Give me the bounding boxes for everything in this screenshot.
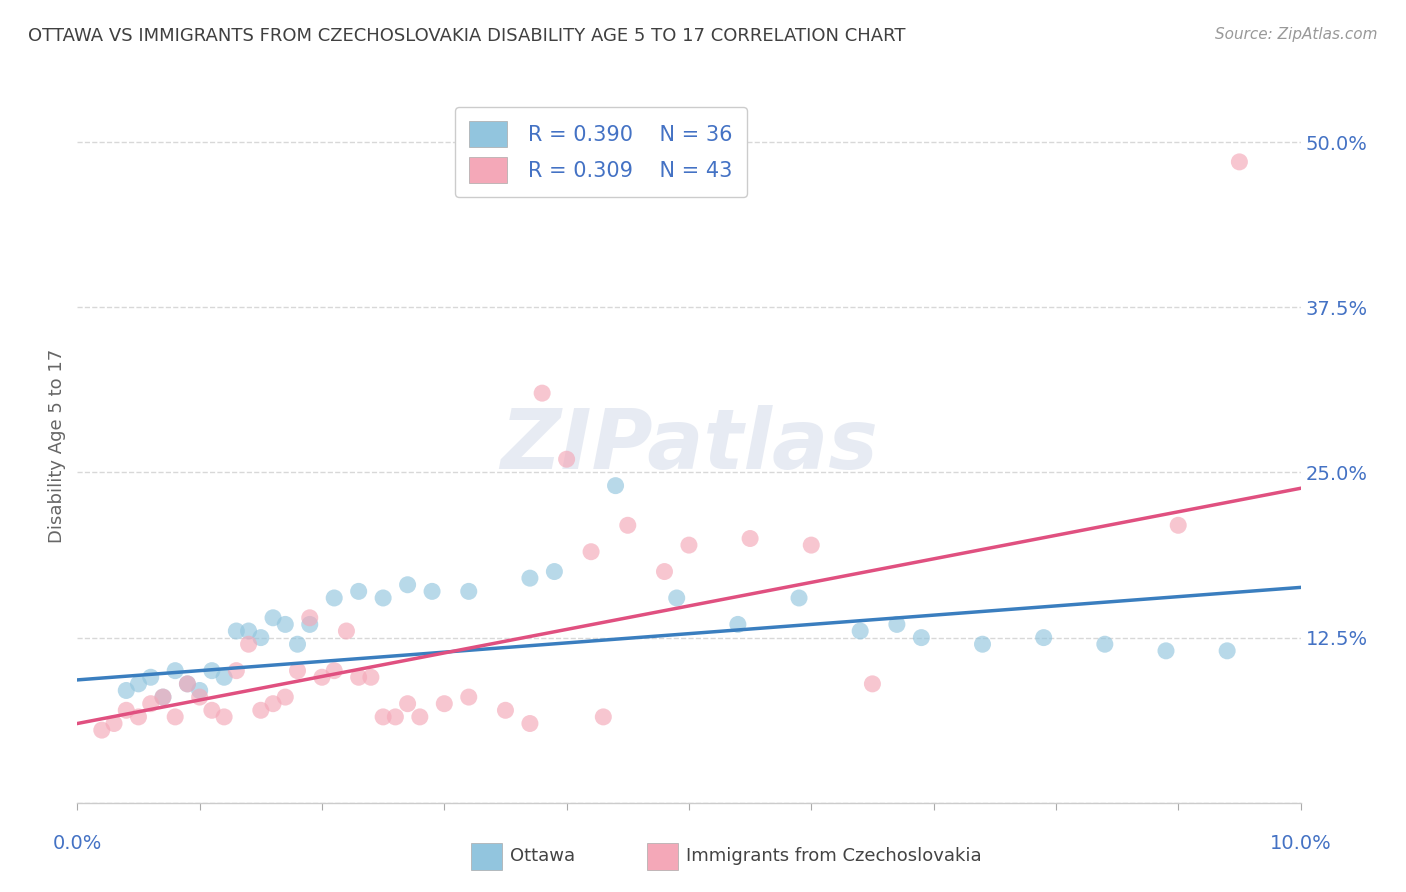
Legend: R = 0.390    N = 36, R = 0.309    N = 43: R = 0.390 N = 36, R = 0.309 N = 43	[454, 107, 747, 197]
Point	[262, 611, 284, 625]
Point	[347, 670, 370, 684]
Point	[176, 677, 198, 691]
Point	[543, 565, 565, 579]
Point	[420, 584, 443, 599]
Point	[579, 545, 602, 559]
Point	[262, 697, 284, 711]
Point	[347, 584, 370, 599]
Point	[519, 571, 541, 585]
Point	[225, 624, 247, 638]
Point	[972, 637, 994, 651]
Point	[396, 578, 419, 592]
Point	[862, 677, 884, 691]
Point	[617, 518, 640, 533]
Point	[115, 703, 138, 717]
Point	[665, 591, 688, 605]
Point	[335, 624, 357, 638]
Point	[396, 697, 419, 711]
Text: Ottawa: Ottawa	[510, 847, 575, 865]
Point	[139, 670, 162, 684]
Point	[165, 664, 187, 678]
Point	[409, 710, 432, 724]
Point	[238, 637, 260, 651]
Point	[360, 670, 382, 684]
Point	[1229, 154, 1251, 169]
Point	[188, 683, 211, 698]
Point	[212, 670, 235, 684]
Point	[103, 716, 125, 731]
Point	[1032, 631, 1054, 645]
Point	[910, 631, 932, 645]
Point	[323, 591, 346, 605]
Point	[1154, 644, 1177, 658]
Point	[298, 611, 321, 625]
Point	[800, 538, 823, 552]
Point	[592, 710, 614, 724]
Text: 0.0%: 0.0%	[52, 834, 103, 853]
Text: OTTAWA VS IMMIGRANTS FROM CZECHOSLOVAKIA DISABILITY AGE 5 TO 17 CORRELATION CHAR: OTTAWA VS IMMIGRANTS FROM CZECHOSLOVAKIA…	[28, 27, 905, 45]
Point	[1094, 637, 1116, 651]
Point	[298, 617, 321, 632]
Point	[457, 690, 479, 704]
Point	[127, 677, 149, 691]
Point	[274, 690, 297, 704]
Text: Source: ZipAtlas.com: Source: ZipAtlas.com	[1215, 27, 1378, 42]
Point	[238, 624, 260, 638]
Point	[176, 677, 198, 691]
Point	[384, 710, 406, 724]
Point	[727, 617, 749, 632]
Point	[1167, 518, 1189, 533]
Point	[188, 690, 211, 704]
Point	[201, 664, 224, 678]
Point	[787, 591, 810, 605]
Point	[531, 386, 554, 401]
Point	[323, 664, 346, 678]
Point	[201, 703, 224, 717]
Point	[371, 591, 394, 605]
Point	[886, 617, 908, 632]
Point	[152, 690, 174, 704]
Point	[849, 624, 872, 638]
Point	[495, 703, 517, 717]
Point	[654, 565, 676, 579]
Point	[605, 478, 627, 492]
Point	[250, 631, 273, 645]
Point	[311, 670, 333, 684]
Point	[165, 710, 187, 724]
Point	[152, 690, 174, 704]
Point	[457, 584, 479, 599]
Y-axis label: Disability Age 5 to 17: Disability Age 5 to 17	[48, 349, 66, 543]
Point	[433, 697, 456, 711]
Point	[1216, 644, 1239, 658]
Point	[127, 710, 149, 724]
Point	[274, 617, 297, 632]
Point	[740, 532, 762, 546]
Text: ZIPatlas: ZIPatlas	[501, 406, 877, 486]
Point	[371, 710, 394, 724]
Point	[519, 716, 541, 731]
Point	[678, 538, 700, 552]
Point	[115, 683, 138, 698]
Point	[287, 664, 309, 678]
Point	[287, 637, 309, 651]
Point	[250, 703, 273, 717]
Point	[212, 710, 235, 724]
Text: Immigrants from Czechoslovakia: Immigrants from Czechoslovakia	[686, 847, 981, 865]
Point	[139, 697, 162, 711]
Text: 10.0%: 10.0%	[1270, 834, 1331, 853]
Point	[90, 723, 112, 738]
Point	[225, 664, 247, 678]
Point	[555, 452, 578, 467]
